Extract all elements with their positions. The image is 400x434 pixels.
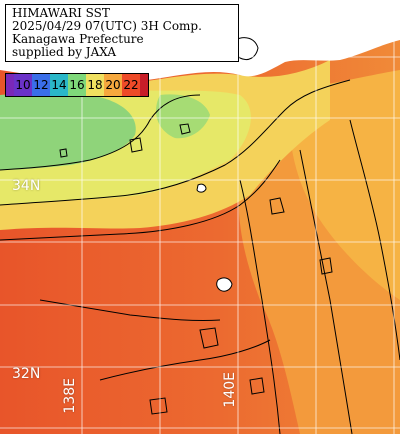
title-credit: supplied by JAXA (12, 45, 117, 59)
land-island (216, 277, 233, 292)
legend-cell-20: 20 (104, 74, 122, 96)
title-box: HIMAWARI SST 2025/04/29 07(UTC) 3H Comp.… (5, 4, 239, 62)
lat-label-34n: 34N (12, 178, 41, 194)
title-region: Kanagawa Prefecture (12, 32, 144, 46)
legend-pad-left (6, 74, 14, 96)
land-small-island (196, 183, 207, 193)
sea-north-green2 (155, 94, 210, 139)
legend-cell-14: 14 (50, 74, 68, 96)
legend-cell-12: 12 (32, 74, 50, 96)
sea-north-green (0, 91, 136, 170)
lon-label-140e: 140E (222, 372, 238, 408)
title-product: HIMAWARI SST (12, 6, 110, 20)
legend-cell-10: 10 (14, 74, 32, 96)
legend-cell-18: 18 (86, 74, 104, 96)
legend-cell-22: 22 (122, 74, 140, 96)
sst-color-legend: 10 12 14 16 18 20 22 (5, 73, 149, 97)
title-datetime: 2025/04/29 07(UTC) 3H Comp. (12, 19, 202, 33)
lon-label-138e: 138E (62, 378, 78, 414)
lat-label-32n: 32N (12, 366, 41, 382)
legend-pad-right (140, 74, 148, 96)
sst-contours (0, 79, 400, 434)
legend-cell-16: 16 (68, 74, 86, 96)
